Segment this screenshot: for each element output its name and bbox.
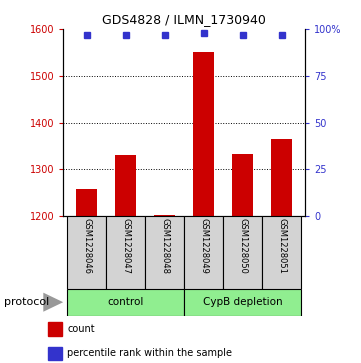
Title: GDS4828 / ILMN_1730940: GDS4828 / ILMN_1730940: [102, 13, 266, 26]
Text: GSM1228050: GSM1228050: [238, 218, 247, 274]
Text: GSM1228048: GSM1228048: [160, 218, 169, 274]
Text: protocol: protocol: [4, 297, 49, 307]
Text: control: control: [108, 297, 144, 307]
Bar: [184, 289, 301, 316]
Bar: [184, 216, 223, 289]
Bar: [145, 216, 184, 289]
Bar: [67, 289, 184, 316]
Text: GSM1228046: GSM1228046: [82, 218, 91, 274]
Bar: [48, 322, 62, 335]
Bar: [271, 139, 292, 216]
Text: count: count: [67, 324, 95, 334]
Bar: [106, 216, 145, 289]
Text: CypB depletion: CypB depletion: [203, 297, 282, 307]
Text: GSM1228051: GSM1228051: [277, 218, 286, 274]
Polygon shape: [43, 293, 63, 312]
Bar: [76, 189, 97, 216]
Bar: [262, 216, 301, 289]
Bar: [193, 52, 214, 216]
Bar: [48, 347, 62, 360]
Bar: [67, 216, 106, 289]
Bar: [232, 154, 253, 216]
Bar: [115, 155, 136, 216]
Bar: [223, 216, 262, 289]
Bar: [154, 215, 175, 216]
Text: GSM1228047: GSM1228047: [121, 218, 130, 274]
Text: GSM1228049: GSM1228049: [199, 218, 208, 274]
Text: percentile rank within the sample: percentile rank within the sample: [67, 348, 232, 359]
